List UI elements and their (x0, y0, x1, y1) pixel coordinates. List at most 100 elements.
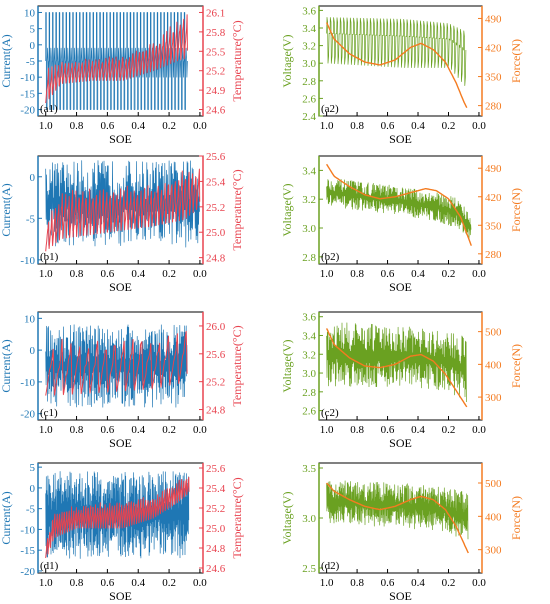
x-tick-label: 0.8 (350, 424, 364, 436)
x-tick-label: 0.4 (131, 424, 145, 436)
right-y-axis-label: Force(N) (509, 344, 523, 388)
x-tick-label: 0.6 (381, 577, 395, 589)
x-tick-label: 0.2 (162, 120, 176, 132)
plot-area (326, 163, 472, 246)
right-y-axis-label: Temperature(°C) (230, 325, 244, 406)
x-tick-label: 0.4 (131, 120, 145, 132)
left-y-tick-label: -15 (20, 545, 35, 557)
x-tick-label: 0.4 (411, 268, 425, 280)
left-y-tick-label: -5 (26, 504, 36, 516)
right-y-tick-label: 500 (485, 327, 502, 339)
x-axis-label: SOE (389, 436, 412, 450)
right-y-tick-label: 400 (485, 359, 502, 371)
chart-panel-2: 1.0 0.8 0.6 0.4 0.2 0.0 0 -5 -10 25.6 25.4 25.2 25.0… (0, 151, 244, 294)
series-line-force (325, 22, 468, 109)
right-y-tick-label: 24.6 (206, 563, 226, 575)
right-y-tick-label: 25.6 (206, 463, 226, 475)
right-y-tick-label: 24.6 (206, 105, 226, 117)
plot-area (45, 12, 188, 110)
x-tick-label: 1.0 (39, 268, 53, 280)
x-tick-label: 1.0 (320, 424, 334, 436)
right-y-axis-label: Force(N) (509, 188, 523, 232)
right-y-tick-label: 400 (485, 511, 502, 523)
left-y-tick-label: -10 (20, 524, 35, 536)
x-axis-label: SOE (109, 589, 132, 603)
left-y-tick-label: 5 (30, 24, 36, 36)
right-y-tick-label: 25.6 (206, 349, 226, 361)
left-y-tick-label: 3.6 (302, 5, 316, 17)
left-y-tick-label: -15 (20, 88, 35, 100)
right-y-tick-label: 25.5 (206, 46, 226, 58)
right-y-tick-label: 25.4 (206, 483, 226, 495)
panel-label: (c2) (321, 407, 339, 419)
right-y-tick-label: 24.9 (206, 85, 226, 97)
x-tick-label: 0.6 (381, 424, 395, 436)
left-y-tick-label: 3.0 (302, 58, 316, 70)
left-y-tick-label: 5 (30, 462, 36, 474)
x-tick-label: 0.0 (472, 577, 486, 589)
x-tick-label: 0.0 (472, 424, 486, 436)
left-y-axis-label: Voltage(V) (280, 339, 294, 392)
right-y-tick-label: 25.6 (206, 151, 226, 163)
x-tick-label: 0.8 (350, 120, 364, 132)
x-tick-label: 0.4 (131, 268, 145, 280)
series-line-force (326, 163, 472, 246)
x-tick-label: 1.0 (39, 424, 53, 436)
right-y-tick-label: 25.2 (206, 66, 225, 78)
left-y-tick-label: 2.4 (302, 111, 316, 123)
x-tick-label: 0.2 (442, 120, 456, 132)
chart-panel-0: 1.0 0.8 0.6 0.4 0.2 0.0 10 5 0 -5 -10 -15 -20 26.1 25.… (0, 5, 244, 146)
x-tick-label: 0.8 (350, 268, 364, 280)
left-y-tick-label: 0 (30, 483, 36, 495)
x-tick-label: 0.8 (70, 268, 84, 280)
chart-panel-5: 1.0 0.8 0.6 0.4 0.2 0.0 3.6 3.4 3.2 3.0 2.8 2.6 500 4… (280, 311, 523, 450)
right-y-tick-label: 25.0 (206, 227, 226, 239)
right-y-tick-label: 350 (485, 72, 502, 84)
series-line-temperature (45, 168, 201, 252)
x-tick-label: 0.2 (442, 424, 456, 436)
right-y-tick-label: 26.0 (206, 321, 226, 333)
left-y-tick-label: -20 (20, 105, 35, 117)
panel-label: (a2) (321, 103, 339, 115)
left-y-tick-label: 2.8 (302, 76, 316, 88)
right-y-tick-label: 25.4 (206, 176, 226, 188)
x-tick-label: 0.4 (411, 424, 425, 436)
left-y-tick-label: -20 (20, 409, 35, 421)
x-tick-label: 0.8 (70, 120, 84, 132)
left-y-tick-label: 3.2 (302, 41, 316, 53)
x-axis-label: SOE (389, 589, 412, 603)
x-axis-label: SOE (389, 280, 412, 294)
right-y-tick-label: 300 (485, 545, 502, 557)
plot-area (326, 480, 469, 554)
right-y-axis-label: Temperature(°C) (230, 477, 244, 558)
left-y-tick-label: 3.6 (302, 312, 316, 324)
x-tick-label: 0.2 (162, 424, 176, 436)
chart-panel-4: 1.0 0.8 0.6 0.4 0.2 0.0 10 0 -10 -20 26.0 25.6 25.2 2… (0, 311, 244, 450)
left-y-tick-label: 2.5 (302, 563, 316, 575)
series-line-force (326, 482, 469, 554)
right-y-tick-label: 490 (485, 163, 502, 175)
chart-panel-7: 1.0 0.8 0.6 0.4 0.2 0.0 3.5 3.0 2.5 500 400 300 SOE V… (280, 462, 523, 603)
right-y-tick-label: 280 (485, 249, 502, 261)
x-axis-label: SOE (389, 132, 412, 146)
series-line-voltage (326, 17, 467, 86)
x-tick-label: 0.4 (411, 577, 425, 589)
left-y-tick-label: -10 (20, 255, 35, 267)
right-y-tick-label: 420 (485, 43, 502, 55)
left-y-tick-label: 3.4 (302, 23, 316, 35)
left-y-tick-label: -5 (26, 56, 36, 68)
x-tick-label: 1.0 (320, 120, 334, 132)
x-axis-label: SOE (109, 280, 132, 294)
x-tick-label: 0.0 (472, 120, 486, 132)
series-line-voltage (326, 480, 469, 540)
x-tick-label: 0.6 (101, 120, 115, 132)
left-y-tick-label: 3.2 (302, 349, 316, 361)
right-y-tick-label: 350 (485, 220, 502, 232)
x-tick-label: 0.2 (442, 577, 456, 589)
x-tick-label: 0.0 (193, 120, 207, 132)
left-y-tick-label: 2.8 (302, 252, 316, 264)
right-y-tick-label: 490 (485, 13, 502, 25)
right-y-tick-label: 280 (485, 101, 502, 113)
left-y-tick-label: 3.5 (302, 463, 316, 475)
